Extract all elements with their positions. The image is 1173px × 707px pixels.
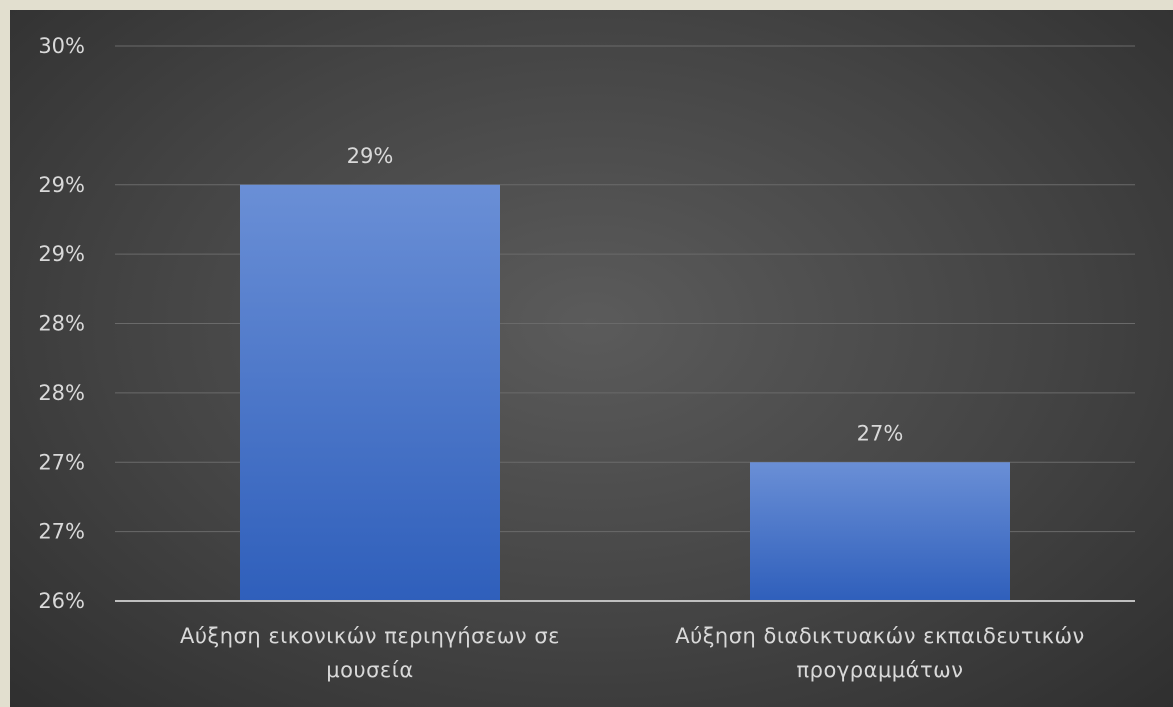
bars [240,184,1010,601]
bar [750,462,1010,601]
bar [240,184,500,601]
chart-panel: 26% 27% 27% 28% 28% 29% 29% 30% 29% 27% Αύξηση ε… [10,10,1173,707]
y-tick-label: 29% [38,242,85,266]
y-axis-tick-labels: 26% 27% 27% 28% 28% 29% 29% 30% [38,34,85,613]
category-labels: Αύξηση εικονικών περιηγήσεων σε μουσεία Αύ… [180,624,1085,682]
y-tick-label: 28% [38,312,85,336]
y-tick-label: 28% [38,381,85,405]
category-label: προγραμμάτων [797,658,964,682]
category-label: Αύξηση διαδικτυακών εκπαιδευτικών [675,624,1085,648]
data-label: 29% [347,144,394,168]
category-label: μουσεία [326,658,413,682]
category-label: Αύξηση εικονικών περιηγήσεων σε [180,624,560,648]
y-tick-label: 27% [38,450,85,474]
y-tick-label: 26% [38,589,85,613]
y-tick-label: 27% [38,520,85,544]
y-tick-label: 30% [38,34,85,58]
data-labels: 29% 27% [347,144,904,446]
y-tick-label: 29% [38,173,85,197]
data-label: 27% [857,421,904,445]
bar-chart: 26% 27% 27% 28% 28% 29% 29% 30% 29% 27% Αύξηση ε… [38,34,1135,682]
